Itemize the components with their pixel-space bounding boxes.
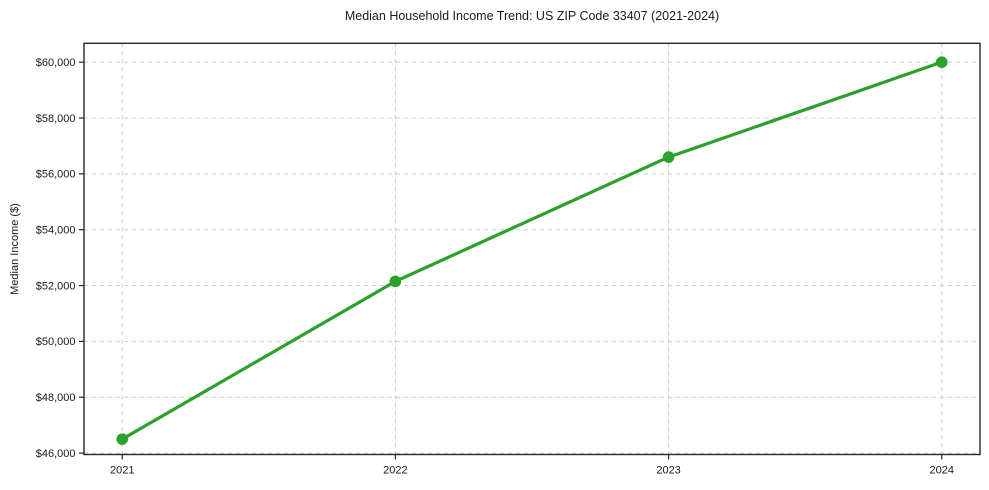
x-tick-label: 2024	[930, 465, 954, 477]
x-tick-label: 2021	[110, 465, 134, 477]
data-point-marker	[662, 151, 675, 163]
data-point-marker	[935, 56, 948, 68]
y-tick-label: $52,000	[36, 280, 76, 292]
y-tick-label: $58,000	[36, 113, 76, 125]
plot-frame	[83, 42, 981, 456]
y-tick-label: $48,000	[36, 392, 76, 404]
y-tick-label: $46,000	[36, 448, 76, 460]
income-trend-line	[120, 60, 944, 441]
y-tick-label: $56,000	[36, 169, 76, 181]
x-tick-label: 2022	[383, 465, 407, 477]
y-tick-label: $54,000	[36, 225, 76, 237]
y-tick-label: $50,000	[36, 336, 76, 348]
data-point-marker	[389, 275, 402, 288]
y-tick-label: $60,000	[36, 57, 76, 69]
chart-title: Median Household Income Trend: US ZIP Co…	[344, 9, 720, 23]
data-point-marker	[116, 433, 129, 445]
x-tick-label: 2023	[656, 465, 680, 477]
